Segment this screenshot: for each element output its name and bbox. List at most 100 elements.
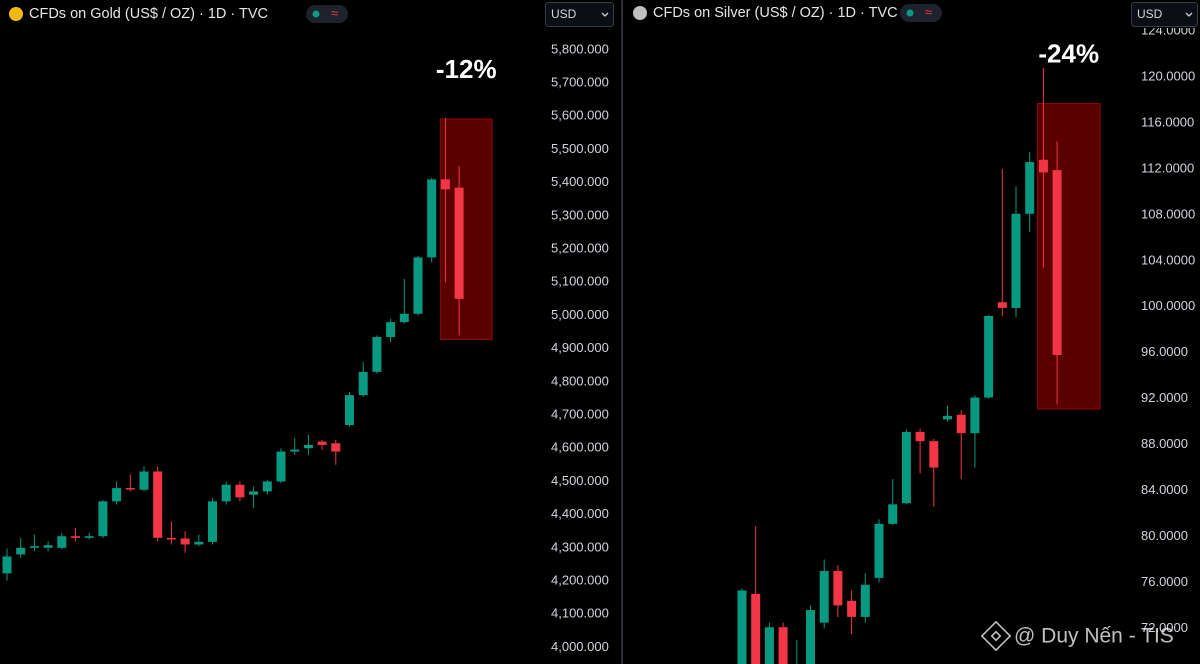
y-tick-label: 80.0000 bbox=[1141, 528, 1188, 543]
dropdown-arrow bbox=[1185, 12, 1193, 17]
candle-body bbox=[358, 371, 368, 396]
candle-body bbox=[778, 627, 788, 664]
dropdown-arrow bbox=[601, 12, 609, 17]
y-tick-label: 108.0000 bbox=[1141, 206, 1195, 221]
y-tick-label: 104.0000 bbox=[1141, 252, 1195, 267]
candle-body bbox=[112, 488, 122, 502]
candle-body bbox=[1011, 213, 1021, 308]
candle-body bbox=[860, 584, 870, 617]
silver-plot bbox=[737, 67, 1101, 664]
annotation: -24% bbox=[1038, 38, 1099, 68]
annotation: -12% bbox=[436, 54, 497, 84]
y-tick-label: 4,600.000 bbox=[551, 440, 609, 455]
status-toggle[interactable] bbox=[900, 4, 942, 22]
watermark-text: @ Duy Nến - TIS bbox=[1014, 625, 1174, 648]
y-tick-label: 5,100.000 bbox=[551, 274, 609, 289]
y-tick-label: 4,300.000 bbox=[551, 539, 609, 554]
candle-body bbox=[915, 431, 925, 442]
status-icon: ≈ bbox=[331, 5, 338, 20]
watermark-logo bbox=[980, 620, 1012, 652]
y-tick-label: 4,000.000 bbox=[551, 639, 609, 654]
candle-body bbox=[166, 537, 176, 540]
y-tick-label: 4,700.000 bbox=[551, 406, 609, 421]
chart-title: CFDs on Gold (US$ / OZ) · 1D · TVC bbox=[29, 6, 268, 22]
candle-body bbox=[249, 491, 259, 495]
y-tick-label: 5,400.000 bbox=[551, 174, 609, 189]
currency-label: USD bbox=[1137, 7, 1163, 21]
y-tick-label: 92.0000 bbox=[1141, 390, 1188, 405]
y-tick-label: 4,900.000 bbox=[551, 340, 609, 355]
candle-body bbox=[929, 441, 939, 468]
currency-dropdown[interactable] bbox=[545, 2, 614, 27]
candle-body bbox=[399, 313, 409, 323]
candle-body bbox=[345, 395, 354, 426]
y-tick-label: 112.0000 bbox=[1141, 160, 1194, 175]
candle-body bbox=[43, 545, 53, 548]
candle-body bbox=[180, 538, 190, 545]
candle-body bbox=[888, 504, 898, 524]
y-tick-label: 5,700.000 bbox=[551, 75, 609, 90]
gold-price-axis: 4,000.000 4,100.000 4,200.000 4,300.000 4,40… bbox=[551, 41, 609, 653]
candle-body bbox=[29, 546, 39, 548]
candle-body bbox=[208, 501, 217, 542]
candle-body bbox=[303, 444, 313, 449]
candle-body bbox=[235, 484, 245, 498]
candle-body bbox=[84, 536, 94, 538]
candle-body bbox=[901, 431, 911, 504]
candle-body bbox=[71, 536, 80, 538]
candle-body bbox=[970, 397, 980, 434]
y-tick-label: 76.0000 bbox=[1141, 574, 1188, 589]
silver-price-axis: 72.0000 76.0000 80.0000 84.0000 88.0000 92.00… bbox=[1141, 23, 1195, 635]
y-tick-label: 4,500.000 bbox=[551, 473, 609, 488]
candle-body bbox=[290, 449, 300, 452]
y-tick-label: 4,100.000 bbox=[551, 606, 609, 621]
y-tick-label: 4,400.000 bbox=[551, 506, 609, 521]
watermark: @ Duy Nến - TIS bbox=[980, 620, 1174, 652]
y-tick-label: 5,200.000 bbox=[551, 241, 609, 256]
symbol-icon bbox=[9, 7, 23, 21]
currency-label: USD bbox=[551, 7, 577, 21]
currency-dropdown[interactable] bbox=[1131, 2, 1198, 27]
candle-body bbox=[984, 315, 994, 398]
y-tick-label: 5,800.000 bbox=[551, 41, 609, 56]
candle-body bbox=[221, 484, 231, 502]
y-tick-label: 72.0000 bbox=[1141, 620, 1188, 635]
symbol-icon bbox=[633, 6, 647, 20]
candle-body bbox=[98, 501, 108, 537]
highlight-box bbox=[1036, 103, 1101, 410]
candle-body bbox=[276, 451, 286, 482]
candle-body bbox=[1025, 162, 1035, 214]
candle-body bbox=[440, 179, 450, 190]
candle-body bbox=[386, 322, 396, 338]
candle-body bbox=[874, 523, 884, 578]
candle-body bbox=[943, 415, 952, 420]
candle-body bbox=[956, 414, 966, 434]
candle-body bbox=[139, 471, 149, 490]
candle-body bbox=[331, 443, 341, 452]
candle-body bbox=[819, 570, 829, 623]
candle-body bbox=[751, 593, 761, 664]
y-tick-label: 124.0000 bbox=[1141, 23, 1195, 38]
status-dot bbox=[906, 9, 914, 17]
candle-body bbox=[2, 556, 12, 574]
y-tick-label: 120.0000 bbox=[1141, 69, 1195, 84]
candle-body bbox=[1052, 170, 1062, 356]
candle-body bbox=[57, 536, 67, 548]
candle-body bbox=[997, 302, 1007, 308]
candle-body bbox=[833, 570, 843, 606]
y-tick-label: 5,000.000 bbox=[551, 307, 609, 322]
y-tick-label: 88.0000 bbox=[1141, 436, 1188, 451]
candle-body bbox=[16, 547, 26, 555]
gold-header: CFDs on Gold (US$ / OZ) · 1D · TVC ≈ USD bbox=[9, 2, 614, 27]
status-toggle[interactable] bbox=[306, 5, 348, 23]
y-tick-label: 5,500.000 bbox=[551, 141, 609, 156]
candle-body bbox=[1038, 159, 1048, 173]
y-tick-label: 84.0000 bbox=[1141, 482, 1188, 497]
candle-body bbox=[806, 610, 815, 664]
y-tick-label: 4,200.000 bbox=[551, 572, 609, 587]
candle-body bbox=[194, 541, 204, 545]
candle-body bbox=[737, 590, 747, 664]
